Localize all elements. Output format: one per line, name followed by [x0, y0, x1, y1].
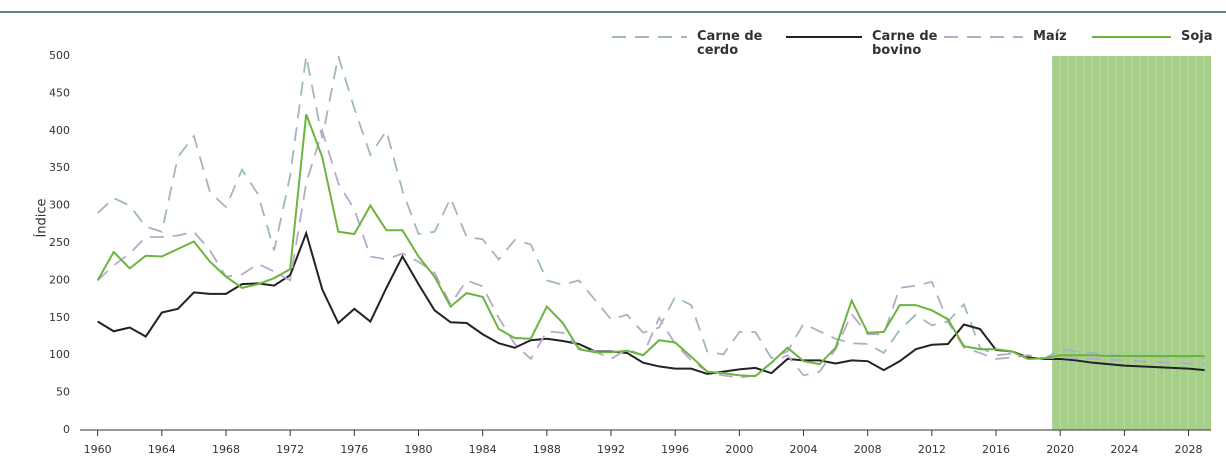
y-tick-label: 150	[49, 311, 70, 324]
legend-label: Maíz	[1033, 29, 1067, 44]
y-tick-label: 200	[49, 273, 70, 286]
series-line	[97, 55, 1205, 360]
x-tick-label: 2000	[725, 443, 753, 456]
x-tick-label: 1992	[597, 443, 625, 456]
legend-label: Soja	[1181, 29, 1213, 44]
y-tick-label: 50	[56, 386, 70, 399]
x-tick-label: 1960	[84, 443, 112, 456]
x-tick-label: 1968	[212, 443, 240, 456]
x-tick-label: 2020	[1046, 443, 1074, 456]
x-tick-label: 1976	[340, 443, 368, 456]
x-tick-label: 2004	[790, 443, 818, 456]
y-tick-label: 100	[49, 348, 70, 361]
x-tick-label: 1984	[469, 443, 497, 456]
y-axis-label: Índice	[34, 198, 50, 237]
series-line	[96, 113, 1205, 378]
x-tick-label: 1964	[148, 443, 176, 456]
y-tick-label: 450	[49, 86, 70, 99]
legend-label: Carne de cerdo	[697, 29, 763, 58]
x-tick-label: 1988	[533, 443, 561, 456]
series-line	[97, 230, 1205, 375]
x-tick-label: 2024	[1110, 443, 1138, 456]
y-tick-label: 300	[49, 199, 70, 212]
y-tick-label: 350	[49, 161, 70, 174]
y-tick-label: 250	[49, 236, 70, 249]
legend-label: Carne de bovino	[872, 29, 938, 58]
y-tick-label: 400	[49, 124, 70, 137]
y-tick-label: 500	[49, 49, 70, 62]
x-tick-label: 2016	[982, 443, 1010, 456]
x-tick-label: 1980	[404, 443, 432, 456]
x-tick-label: 2012	[918, 443, 946, 456]
x-tick-label: 1996	[661, 443, 689, 456]
x-tick-label: 2008	[854, 443, 882, 456]
y-tick-label: 0	[63, 423, 70, 436]
x-tick-label: 1972	[276, 443, 304, 456]
x-tick-label: 2028	[1175, 443, 1203, 456]
series-line	[97, 127, 1205, 379]
